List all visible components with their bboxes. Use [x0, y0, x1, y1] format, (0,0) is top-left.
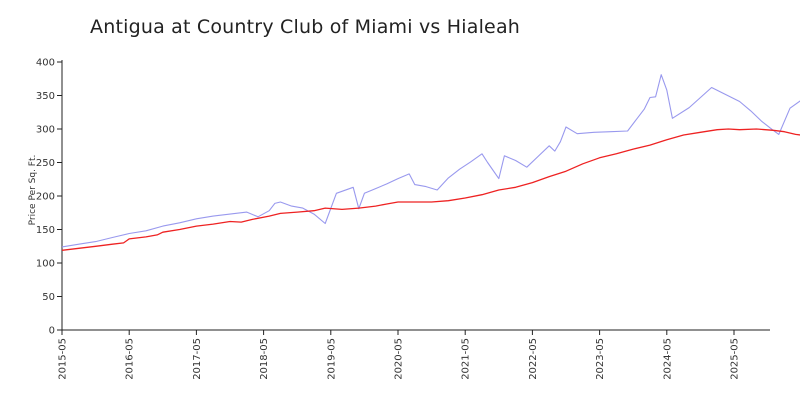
x-tick-label: 2018-05: [259, 338, 270, 380]
axes: 0 50 100 150 200 250 300 350 400 2015-05 2016-05 20…: [28, 58, 770, 380]
y-tick-label: 400: [36, 58, 55, 69]
x-tick-label: 2020-05: [394, 338, 405, 380]
y-tick-label: 350: [36, 91, 55, 102]
y-axis-label: Price Per Sq. Ft.: [28, 155, 38, 226]
x-tick-label: 2025-05: [730, 338, 741, 380]
series-line-1: [61, 74, 800, 248]
x-tick-label: 2021-05: [461, 338, 472, 380]
series-line-2: [61, 128, 800, 251]
y-tick-label: 150: [36, 225, 55, 236]
x-tick-label: 2016-05: [125, 338, 136, 380]
x-tick-label: 2023-05: [595, 338, 606, 380]
y-tick-label: 250: [36, 158, 55, 169]
y-tick-label: 300: [36, 125, 55, 136]
chart-title: Antigua at Country Club of Miami vs Hial…: [90, 16, 521, 38]
y-tick-label: 0: [49, 326, 55, 337]
series-layer: [61, 74, 800, 251]
y-tick-label: 100: [36, 259, 55, 270]
x-tick-label: 2015-05: [58, 338, 69, 380]
x-tick-label: 2019-05: [326, 338, 337, 380]
y-tick-label: 50: [42, 292, 55, 303]
x-tick-label: 2017-05: [192, 338, 203, 380]
x-tick-label: 2024-05: [662, 338, 673, 380]
x-tick-label: 2022-05: [528, 338, 539, 380]
y-tick-label: 200: [36, 192, 55, 203]
